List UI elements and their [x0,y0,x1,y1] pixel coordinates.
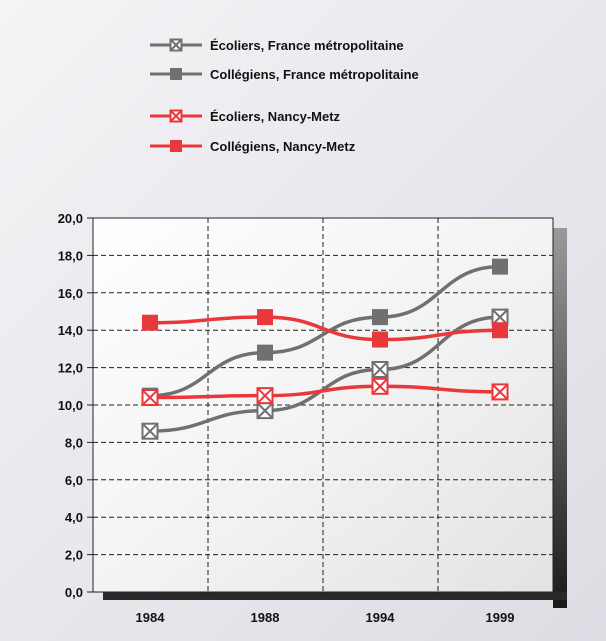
y-tick-label: 12,0 [58,361,83,376]
x-tick-label: 1984 [136,610,166,625]
y-tick-label: 8,0 [65,435,83,450]
data-point [257,344,273,361]
data-point [257,309,273,326]
data-point [371,360,389,378]
series-line [149,264,501,398]
y-tick-label: 14,0 [58,323,83,338]
series-2 [141,377,509,407]
series-0 [141,308,509,440]
series-line [149,315,501,342]
legend-item: Collégiens, France métropolitaine [150,67,419,82]
data-point [371,377,389,395]
x-tick-label: 1988 [251,610,280,625]
data-point [372,309,388,326]
legend-label: Collégiens, France métropolitaine [210,67,419,82]
y-tick-label: 6,0 [65,473,83,488]
y-tick-label: 0,0 [65,585,83,600]
plot-shadow-right [553,228,567,608]
data-point [141,422,159,440]
legend-label: Écoliers, Nancy-Metz [210,109,341,124]
data-point [142,314,158,331]
x-tick-label: 1999 [486,610,515,625]
series-line [149,384,501,400]
legend-item: Écoliers, Nancy-Metz [150,109,341,124]
legend-item: Écoliers, France métropolitaine [150,38,404,53]
data-point [141,389,159,407]
data-point [491,383,509,401]
x-tick-label: 1994 [366,610,396,625]
data-point [170,140,182,152]
data-point [256,387,274,405]
legend-label: Collégiens, Nancy-Metz [210,139,356,154]
data-point [169,109,183,123]
data-point [256,402,274,420]
y-tick-label: 18,0 [58,248,83,263]
y-tick-label: 16,0 [58,286,83,301]
data-point [492,258,508,275]
y-tick-label: 2,0 [65,548,83,563]
data-point [492,322,508,339]
data-point [372,331,388,348]
data-point [169,38,183,52]
legend-item: Collégiens, Nancy-Metz [150,139,356,154]
series-3 [142,309,508,348]
y-tick-label: 4,0 [65,510,83,525]
y-tick-label: 10,0 [58,398,83,413]
series-line [149,315,501,433]
legend-label: Écoliers, France métropolitaine [210,38,404,53]
y-tick-label: 20,0 [58,211,83,226]
data-point [170,68,182,80]
plot-shadow-bottom [103,592,567,600]
